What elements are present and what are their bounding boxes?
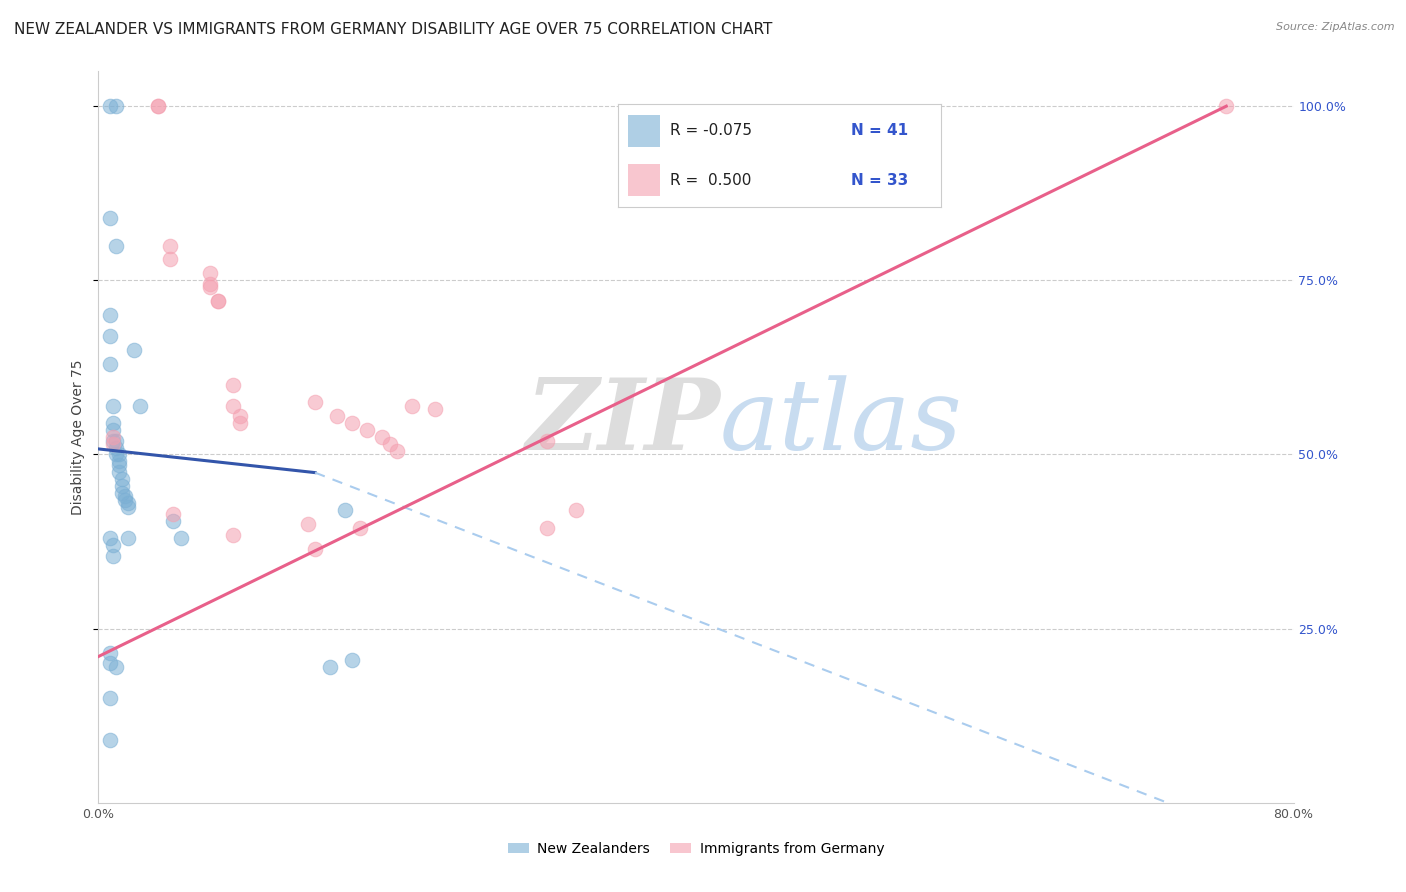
Point [108, 448, 131, 462]
Point [304, 395, 326, 409]
Point [1215, 99, 1237, 113]
Point [423, 402, 446, 417]
Point [565, 503, 588, 517]
Point [385, 444, 409, 458]
Point [103, 434, 125, 448]
Point [111, 472, 134, 486]
Point [222, 527, 245, 541]
Point [536, 434, 558, 448]
Point [98, 357, 122, 371]
Point [401, 399, 423, 413]
Text: Source: ZipAtlas.com: Source: ZipAtlas.com [1277, 22, 1395, 32]
Point [108, 465, 131, 479]
Point [114, 492, 136, 507]
Point [98, 211, 122, 225]
Point [536, 521, 558, 535]
Point [200, 277, 222, 291]
Point [105, 238, 128, 252]
Point [98, 99, 122, 113]
Point [304, 541, 326, 556]
Point [342, 416, 364, 430]
Point [169, 531, 191, 545]
Point [108, 458, 131, 472]
Point [103, 430, 125, 444]
Point [98, 733, 122, 747]
Point [371, 430, 394, 444]
Point [111, 479, 134, 493]
Point [103, 538, 125, 552]
Point [114, 489, 136, 503]
Point [229, 409, 252, 424]
Point [378, 437, 401, 451]
Point [105, 660, 128, 674]
Point [98, 691, 122, 706]
Point [98, 531, 122, 545]
Point [333, 503, 356, 517]
Point [105, 441, 128, 455]
Point [200, 266, 222, 280]
Point [326, 409, 349, 424]
Point [222, 377, 245, 392]
Point [229, 416, 252, 430]
Point [105, 448, 128, 462]
Point [98, 657, 122, 671]
Point [356, 423, 378, 437]
Point [98, 646, 122, 660]
Point [349, 521, 371, 535]
Point [159, 252, 181, 267]
Point [297, 517, 319, 532]
Point [98, 329, 122, 343]
Point [111, 485, 134, 500]
Point [162, 514, 184, 528]
Point [108, 454, 131, 468]
Point [117, 496, 139, 510]
Point [319, 660, 342, 674]
Text: atlas: atlas [720, 375, 963, 470]
Point [117, 500, 139, 514]
Point [342, 653, 364, 667]
Text: NEW ZEALANDER VS IMMIGRANTS FROM GERMANY DISABILITY AGE OVER 75 CORRELATION CHAR: NEW ZEALANDER VS IMMIGRANTS FROM GERMANY… [14, 22, 772, 37]
Y-axis label: Disability Age Over 75: Disability Age Over 75 [72, 359, 86, 515]
Point [103, 423, 125, 437]
Point [159, 238, 181, 252]
Point [105, 434, 128, 448]
Point [103, 437, 125, 451]
Point [162, 507, 184, 521]
Legend: New Zealanders, Immigrants from Germany: New Zealanders, Immigrants from Germany [502, 837, 890, 862]
Text: ZIP: ZIP [524, 375, 720, 471]
Point [200, 280, 222, 294]
Point [148, 99, 170, 113]
Point [98, 308, 122, 322]
Point [207, 294, 229, 309]
Point [124, 343, 146, 357]
Point [103, 399, 125, 413]
Point [117, 531, 139, 545]
Point [103, 416, 125, 430]
Point [222, 399, 245, 413]
Point [105, 99, 128, 113]
Point [129, 399, 152, 413]
Point [103, 549, 125, 563]
Point [207, 294, 229, 309]
Point [148, 99, 170, 113]
